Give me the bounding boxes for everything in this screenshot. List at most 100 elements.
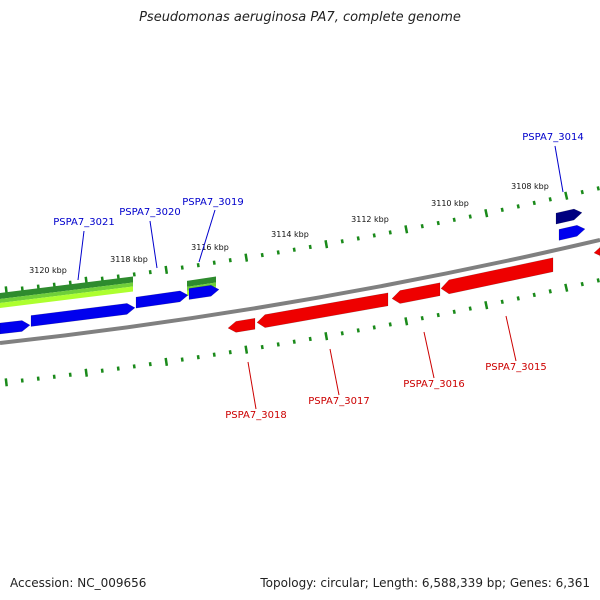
gene-label[interactable]: PSPA7_3015: [485, 362, 546, 373]
inner-tick: [324, 332, 329, 341]
outer-tick: [388, 230, 392, 235]
gene-label[interactable]: PSPA7_3017: [308, 396, 369, 407]
label-leader-line: [505, 315, 517, 362]
outer-tick: [500, 207, 504, 213]
inner-tick: [356, 328, 360, 333]
inner-tick: [404, 317, 409, 326]
outer-tick: [564, 191, 569, 200]
scale-label: 3120 kbp: [29, 266, 67, 275]
inner-tick: [132, 364, 136, 369]
inner-tick: [340, 331, 344, 336]
inner-tick: [276, 342, 280, 347]
gene-arrow[interactable]: [440, 257, 554, 295]
inner-tick: [100, 368, 104, 373]
inner-tick: [212, 352, 216, 357]
outer-tick: [20, 286, 24, 291]
outer-tick: [308, 244, 312, 250]
inner-tick: [164, 357, 169, 367]
label-leader-line: [247, 361, 257, 410]
inner-tick: [484, 301, 489, 310]
inner-tick: [420, 316, 424, 321]
outer-tick: [180, 265, 184, 270]
inner-tick: [548, 289, 552, 294]
scale-label: 3110 kbp: [431, 199, 469, 208]
inner-tick: [564, 283, 569, 292]
inner-tick: [580, 281, 584, 287]
feature-bar: [0, 276, 133, 299]
inner-tick: [68, 372, 72, 377]
gene-arrow[interactable]: [227, 317, 256, 333]
feature-bar: [0, 282, 133, 303]
gene-arrow[interactable]: [558, 225, 586, 241]
outer-tick: [292, 247, 296, 252]
gene-label[interactable]: PSPA7_3020: [119, 207, 180, 218]
outer-tick: [164, 265, 169, 275]
outer-tick: [116, 274, 120, 279]
inner-tick: [596, 278, 600, 283]
label-leader-line: [77, 230, 85, 281]
inner-tick: [516, 296, 520, 301]
gene-arrow[interactable]: [593, 245, 600, 258]
outer-tick: [484, 209, 489, 218]
gene-arrow[interactable]: [555, 208, 583, 225]
scale-label: 3108 kbp: [511, 182, 549, 191]
scale-label: 3116 kbp: [191, 243, 229, 252]
label-leader-line: [329, 348, 340, 396]
label-leader-line: [149, 220, 158, 269]
outer-tick: [436, 220, 440, 226]
scale-label: 3114 kbp: [271, 230, 309, 239]
gene-arrow[interactable]: [0, 320, 31, 335]
gene-label[interactable]: PSPA7_3014: [522, 132, 583, 143]
gene-label[interactable]: PSPA7_3016: [403, 379, 464, 390]
outer-tick: [516, 204, 520, 209]
gene-label[interactable]: PSPA7_3019: [182, 197, 243, 208]
plus-strand-genes: [0, 208, 586, 335]
outer-tick: [196, 262, 200, 268]
outer-tick: [100, 276, 104, 281]
genome-backbone: [0, 238, 600, 345]
scale-label: 3112 kbp: [351, 215, 389, 224]
inner-tick: [4, 378, 8, 387]
inner-tick: [452, 309, 456, 315]
outer-tick: [452, 217, 456, 223]
inner-tick: [308, 336, 312, 342]
inner-tick: [468, 306, 472, 311]
inner-tick: [36, 376, 40, 381]
inner-tick: [52, 374, 56, 379]
gene-arrow[interactable]: [391, 282, 441, 304]
label-leader-line: [423, 331, 435, 379]
outer-tick: [404, 225, 409, 234]
outer-tick: [52, 282, 56, 287]
minus-strand-genes: [227, 245, 600, 333]
gene-arrow[interactable]: [30, 303, 136, 327]
outer-tick: [132, 272, 136, 277]
outer-tick: [580, 189, 584, 195]
gene-label[interactable]: PSPA7_3018: [225, 410, 286, 421]
inner-tick: [372, 325, 376, 330]
genome-summary-text: Topology: circular; Length: 6,588,339 bp…: [260, 576, 590, 590]
inner-tick: [20, 378, 24, 383]
inner-tick: [228, 350, 232, 355]
outer-tick: [244, 253, 249, 262]
outer-tick: [68, 280, 72, 285]
gene-arrow[interactable]: [256, 292, 389, 328]
gene-arrow[interactable]: [135, 290, 189, 309]
map-title: Pseudomonas aeruginosa PA7, complete gen…: [139, 10, 461, 25]
inner-tick-track: [4, 278, 600, 387]
inner-tick: [196, 354, 200, 360]
inner-tick: [436, 312, 440, 318]
outer-tick: [468, 214, 472, 219]
feature-bar: [0, 286, 133, 308]
inner-tick: [292, 339, 296, 344]
inner-tick: [180, 357, 184, 362]
gene-arrow[interactable]: [188, 284, 220, 300]
inner-tick: [260, 344, 264, 350]
outer-tick: [260, 252, 264, 258]
inner-tick: [244, 345, 249, 354]
inner-tick: [148, 361, 152, 367]
outer-tick: [324, 240, 329, 249]
gene-label[interactable]: PSPA7_3021: [53, 217, 114, 228]
outer-tick: [276, 250, 280, 255]
